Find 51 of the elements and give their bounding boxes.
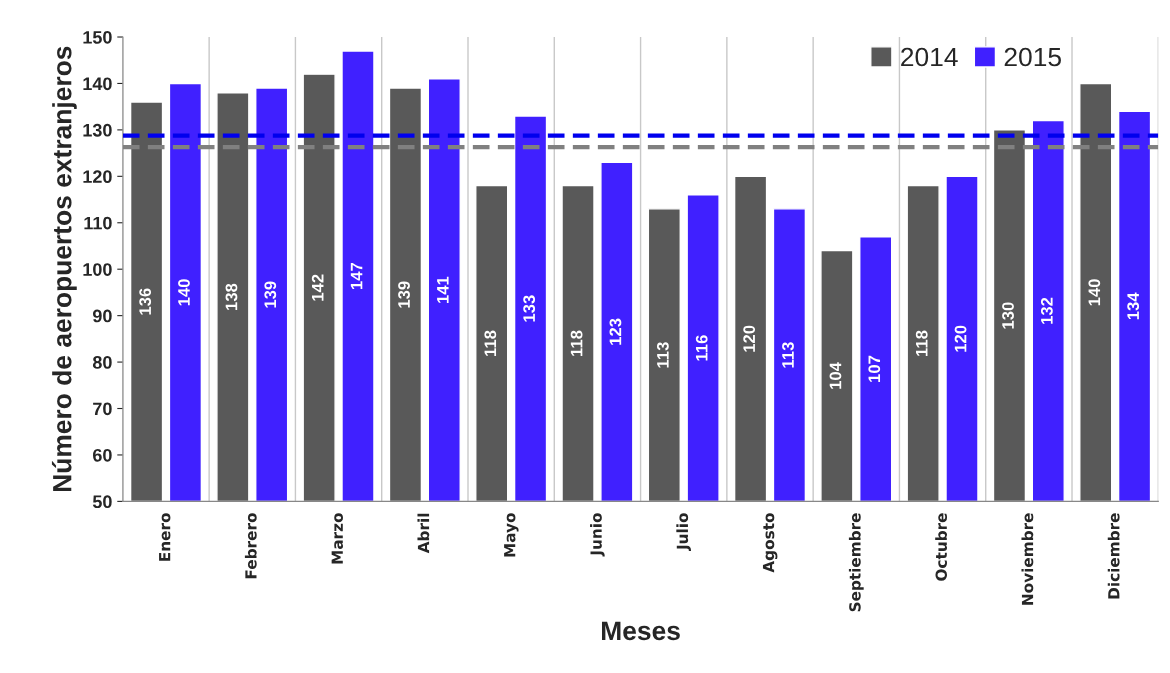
data-label: 120 xyxy=(954,325,967,352)
x-tick-label: Febrero xyxy=(244,513,257,579)
x-tick-label: Mayo xyxy=(504,513,519,557)
x-tick-label: Diciembre xyxy=(1107,513,1120,599)
x-tick-label: Abril xyxy=(417,513,430,554)
y-tick-label: 100 xyxy=(83,263,112,276)
y-tick-label: 60 xyxy=(93,448,112,462)
data-label: 123 xyxy=(609,318,622,345)
data-label: 118 xyxy=(484,330,497,356)
y-tick-label: 130 xyxy=(83,123,112,137)
data-label: 104 xyxy=(829,362,842,389)
y-tick-label: 110 xyxy=(84,216,112,230)
y-tick-label: 80 xyxy=(92,356,112,369)
data-label: 139 xyxy=(264,281,277,308)
data-label: 113 xyxy=(656,342,669,368)
x-tick-label: Septiembre xyxy=(848,513,864,612)
y-axis-title: Número de aeropuertos extranjeros xyxy=(51,46,77,492)
data-label: 130 xyxy=(1002,302,1014,329)
x-tick-label: Junio xyxy=(590,513,605,557)
legend-label: 2014 xyxy=(901,47,958,67)
data-label: 140 xyxy=(178,279,190,306)
data-label: 142 xyxy=(311,274,324,301)
y-tick-label: 90 xyxy=(92,309,112,323)
x-tick-label: Marzo xyxy=(331,513,343,564)
y-tick-label: 120 xyxy=(83,170,112,184)
data-label: 116 xyxy=(695,335,708,361)
data-label: 118 xyxy=(915,330,928,356)
x-tick-label: Noviembre xyxy=(1021,513,1034,605)
x-axis-title: Meses xyxy=(602,621,680,641)
data-label: 133 xyxy=(523,295,536,322)
x-tick-label: Enero xyxy=(159,513,171,561)
y-tick-label: 150 xyxy=(83,30,112,44)
data-label: 138 xyxy=(225,283,238,310)
y-tick-label: 70 xyxy=(93,402,112,416)
data-label: 107 xyxy=(868,355,881,382)
data-label: 113 xyxy=(782,342,794,368)
y-tick-label: 140 xyxy=(83,77,112,91)
data-label: 140 xyxy=(1088,279,1101,306)
x-tick-label: Julio xyxy=(676,513,691,551)
data-label: 136 xyxy=(139,288,152,315)
data-label: 120 xyxy=(743,325,756,352)
data-label: 139 xyxy=(398,281,410,308)
data-label: 147 xyxy=(350,262,363,290)
x-tick-label: Octubre xyxy=(935,513,948,581)
data-label: 141 xyxy=(437,276,449,303)
legend-label: 2015 xyxy=(1004,47,1061,67)
x-tick-label: Agosto xyxy=(762,513,778,573)
y-tick-label: 50 xyxy=(92,495,112,509)
data-label: 134 xyxy=(1127,292,1140,320)
data-label: 118 xyxy=(570,330,583,356)
data-label: 132 xyxy=(1040,297,1053,324)
